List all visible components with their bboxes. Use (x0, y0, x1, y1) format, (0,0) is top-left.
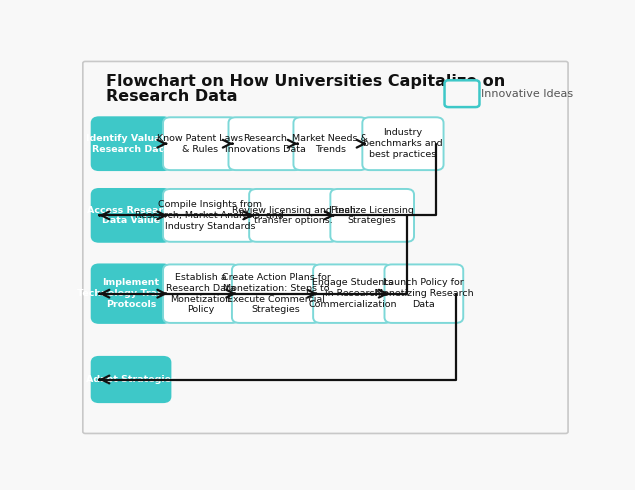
FancyBboxPatch shape (229, 117, 302, 170)
FancyBboxPatch shape (91, 189, 170, 242)
Text: Research
Innovations Data: Research Innovations Data (225, 134, 306, 153)
Text: Know Patent Laws
& Rules: Know Patent Laws & Rules (157, 134, 243, 153)
Text: Market Needs &
Trends: Market Needs & Trends (293, 134, 368, 153)
FancyBboxPatch shape (163, 265, 239, 323)
Text: Innovative Ideas: Innovative Ideas (481, 89, 573, 98)
FancyBboxPatch shape (444, 80, 479, 107)
Text: Establish a
Research Data
Monetization
Policy: Establish a Research Data Monetization P… (166, 273, 236, 314)
Text: Launch Policy for
Monetizing Research
Data: Launch Policy for Monetizing Research Da… (375, 278, 473, 309)
FancyBboxPatch shape (232, 265, 321, 323)
FancyBboxPatch shape (163, 189, 257, 242)
Text: Adapt Strategies: Adapt Strategies (86, 375, 177, 384)
Text: 2: 2 (457, 86, 467, 101)
Text: Finalize Licensing
Strategies: Finalize Licensing Strategies (331, 205, 413, 225)
FancyBboxPatch shape (163, 117, 237, 170)
Text: Flowchart on How Universities Capitalize on: Flowchart on How Universities Capitalize… (107, 74, 505, 89)
FancyBboxPatch shape (249, 189, 338, 242)
Text: Identify Valuable
Research Data: Identify Valuable Research Data (86, 134, 177, 153)
FancyBboxPatch shape (313, 265, 392, 323)
FancyBboxPatch shape (91, 357, 170, 402)
Text: Create Action Plans for
Monetization: Steps to
Execute Commercial
Strategies: Create Action Plans for Monetization: St… (222, 273, 331, 314)
FancyBboxPatch shape (363, 117, 443, 170)
Text: Review licensing and tech
transfer options.: Review licensing and tech transfer optio… (232, 205, 356, 225)
FancyBboxPatch shape (91, 117, 170, 170)
Text: Research Data: Research Data (107, 89, 238, 104)
Text: Engage Students
in Research
Commercialization: Engage Students in Research Commercializ… (308, 278, 397, 309)
Text: Industry
benchmarks and
best practices: Industry benchmarks and best practices (363, 128, 443, 159)
FancyBboxPatch shape (293, 117, 367, 170)
FancyBboxPatch shape (83, 61, 568, 434)
Text: Implement
Technology Transfer
Protocols: Implement Technology Transfer Protocols (77, 278, 185, 309)
FancyBboxPatch shape (91, 265, 170, 323)
Text: Access Research
Data Value: Access Research Data Value (87, 205, 175, 225)
FancyBboxPatch shape (330, 189, 414, 242)
FancyBboxPatch shape (385, 265, 464, 323)
Text: Compile Insights from
Research, Market Analysis, and
Industry Standards: Compile Insights from Research, Market A… (135, 200, 284, 231)
